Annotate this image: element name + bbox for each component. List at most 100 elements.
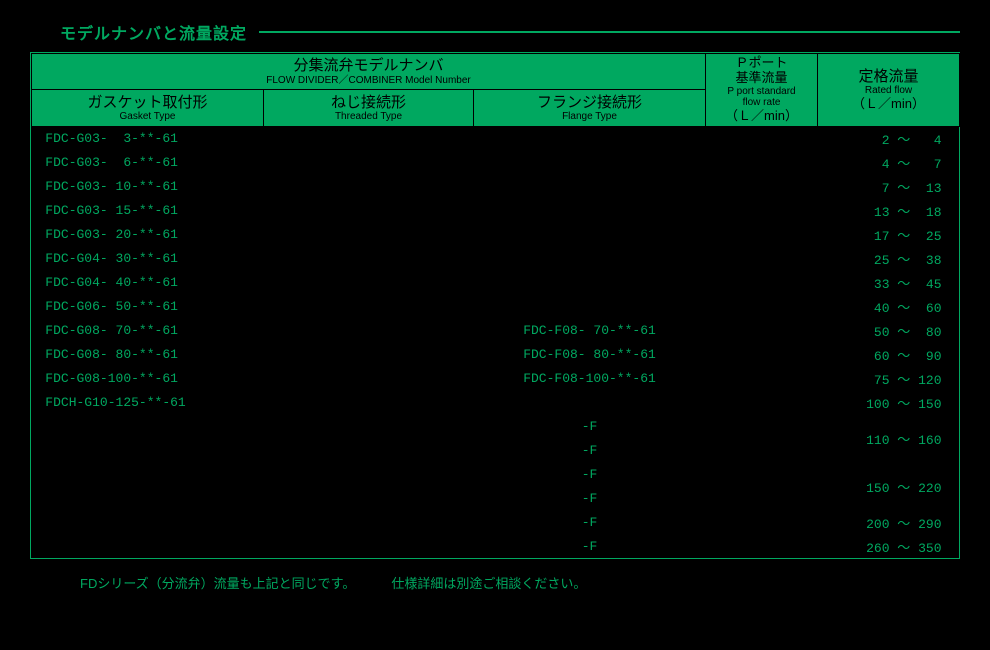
- cell-gasket: FDC-G04- 30-**-61: [32, 246, 264, 270]
- cell-flange: [474, 390, 706, 414]
- cell-threaded: [264, 318, 474, 342]
- table-row: FDCH-G10-125-**-61 100 ～ 150: [32, 390, 960, 414]
- cell-threaded: [264, 462, 474, 486]
- cell-gasket: [32, 534, 264, 558]
- cell-pport: [706, 294, 818, 318]
- cell-gasket: FDC-G08- 80-**-61: [32, 342, 264, 366]
- header-gasket: ガスケット取付形 Gasket Type: [32, 90, 264, 126]
- table-row: -F 260 ～ 350: [32, 534, 960, 558]
- cell-threaded: [264, 486, 474, 510]
- table-row: FDC-G04- 40-**-61 33 ～ 45: [32, 270, 960, 294]
- cell-gasket: [32, 510, 264, 534]
- cell-threaded: [264, 510, 474, 534]
- table-row: FDC-G04- 30-**-61 25 ～ 38: [32, 246, 960, 270]
- cell-pport: [706, 462, 818, 486]
- cell-rated: 2 ～ 4: [818, 126, 960, 150]
- cell-pport: [706, 198, 818, 222]
- cell-gasket: FDC-G04- 40-**-61: [32, 270, 264, 294]
- cell-flange: [474, 246, 706, 270]
- table-row: -F150 ～ 220: [32, 462, 960, 486]
- table-row: FDC-G03- 15-**-61 13 ～ 18: [32, 198, 960, 222]
- cell-threaded: [264, 438, 474, 462]
- cell-pport: [706, 318, 818, 342]
- spec-table-wrap: 分集流弁モデルナンバ FLOW DIVIDER／COMBINER Model N…: [30, 52, 960, 559]
- cell-rated: 33 ～ 45: [818, 270, 960, 294]
- cell-flange: -F: [474, 534, 706, 558]
- cell-rated: 75 ～ 120: [818, 366, 960, 390]
- cell-rated: 7 ～ 13: [818, 174, 960, 198]
- table-row: FDC-G03- 20-**-61 17 ～ 25: [32, 222, 960, 246]
- cell-flange: [474, 270, 706, 294]
- cell-rated: 25 ～ 38: [818, 246, 960, 270]
- cell-flange: -F: [474, 414, 706, 438]
- header-flange-jp: フランジ接続形: [478, 94, 701, 111]
- cell-gasket: FDCH-G10-125-**-61: [32, 390, 264, 414]
- cell-rated: 60 ～ 90: [818, 342, 960, 366]
- cell-threaded: [264, 246, 474, 270]
- header-pport-en: P port standard flow rate: [710, 86, 813, 109]
- cell-threaded: [264, 294, 474, 318]
- cell-threaded: [264, 174, 474, 198]
- header-model-en: FLOW DIVIDER／COMBINER Model Number: [36, 75, 701, 87]
- cell-threaded: [264, 270, 474, 294]
- cell-rated: 50 ～ 80: [818, 318, 960, 342]
- cell-flange: [474, 294, 706, 318]
- cell-gasket: FDC-G08-100-**-61: [32, 366, 264, 390]
- spec-table: 分集流弁モデルナンバ FLOW DIVIDER／COMBINER Model N…: [31, 53, 960, 558]
- cell-flange: -F: [474, 462, 706, 486]
- cell-rated: 13 ～ 18: [818, 198, 960, 222]
- header-pport: Ｐポート 基準流量 P port standard flow rate （Ｌ／m…: [706, 54, 818, 127]
- cell-rated: 150 ～ 220: [818, 462, 960, 510]
- cell-gasket: FDC-G03- 15-**-61: [32, 198, 264, 222]
- cell-gasket: FDC-G03- 10-**-61: [32, 174, 264, 198]
- cell-pport: [706, 414, 818, 438]
- header-model-jp: 分集流弁モデルナンバ: [36, 57, 701, 74]
- cell-rated: 4 ～ 7: [818, 150, 960, 174]
- cell-threaded: [264, 390, 474, 414]
- header-pport-jp2: 基準流量: [710, 71, 813, 86]
- cell-gasket: [32, 414, 264, 438]
- header-flange-en: Flange Type: [478, 111, 701, 123]
- table-row: -F110 ～ 160: [32, 414, 960, 438]
- table-row: FDC-G08-100-**-61 FDC-F08-100-**-61 75 ～ …: [32, 366, 960, 390]
- footer-note-1: FDシリーズ（分流弁）流量も上記と同じです。: [80, 573, 355, 592]
- cell-pport: [706, 510, 818, 534]
- table-body: FDC-G03- 3-**-61 2 ～ 4 FDC-G03- 6-**-61 …: [32, 126, 960, 558]
- cell-rated: 260 ～ 350: [818, 534, 960, 558]
- cell-threaded: [264, 126, 474, 150]
- cell-flange: -F: [474, 486, 706, 510]
- cell-flange: FDC-F08- 80-**-61: [474, 342, 706, 366]
- cell-pport: [706, 222, 818, 246]
- table-row: FDC-G03- 3-**-61 2 ～ 4: [32, 126, 960, 150]
- header-gasket-jp: ガスケット取付形: [36, 94, 259, 111]
- cell-flange: [474, 222, 706, 246]
- cell-gasket: [32, 462, 264, 486]
- table-row: -F200 ～ 290: [32, 510, 960, 534]
- header-threaded-jp: ねじ接続形: [268, 94, 469, 111]
- cell-rated: 100 ～ 150: [818, 390, 960, 414]
- cell-pport: [706, 438, 818, 462]
- cell-rated: 17 ～ 25: [818, 222, 960, 246]
- cell-pport: [706, 126, 818, 150]
- cell-flange: -F: [474, 438, 706, 462]
- cell-flange: -F: [474, 510, 706, 534]
- title-rule: [259, 31, 960, 33]
- cell-threaded: [264, 414, 474, 438]
- cell-pport: [706, 342, 818, 366]
- cell-pport: [706, 174, 818, 198]
- header-rated-unit: （Ｌ／min）: [822, 97, 955, 112]
- table-row: FDC-G06- 50-**-61 40 ～ 60: [32, 294, 960, 318]
- cell-threaded: [264, 198, 474, 222]
- cell-pport: [706, 150, 818, 174]
- cell-gasket: [32, 438, 264, 462]
- cell-flange: FDC-F08- 70-**-61: [474, 318, 706, 342]
- cell-threaded: [264, 534, 474, 558]
- cell-flange: FDC-F08-100-**-61: [474, 366, 706, 390]
- cell-pport: [706, 246, 818, 270]
- cell-rated: 40 ～ 60: [818, 294, 960, 318]
- header-pport-unit: （Ｌ／min）: [710, 109, 813, 124]
- cell-threaded: [264, 366, 474, 390]
- header-threaded-en: Threaded Type: [268, 111, 469, 123]
- cell-gasket: FDC-G06- 50-**-61: [32, 294, 264, 318]
- header-rated-jp: 定格流量: [822, 68, 955, 85]
